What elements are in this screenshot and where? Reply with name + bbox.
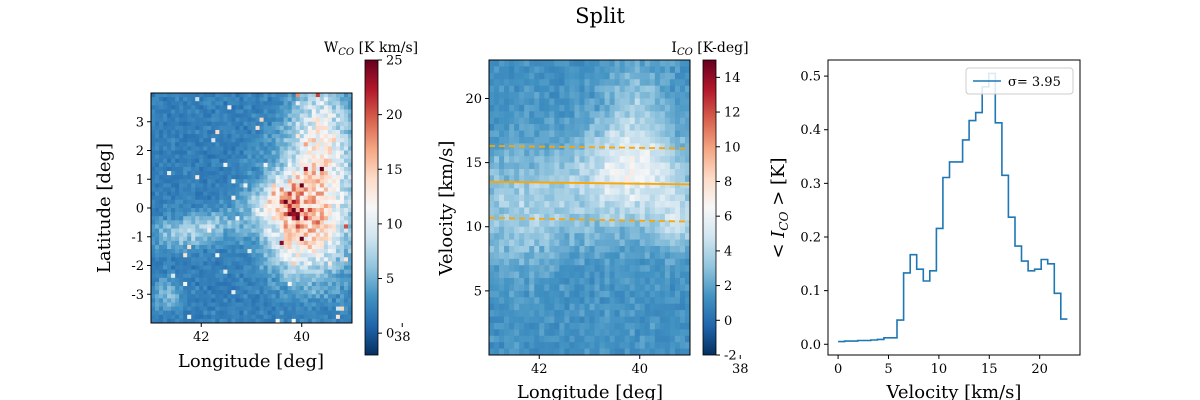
colorbar-ico-tick-label: 8 [724, 175, 732, 190]
spectrum-y-tick-label: 0.4 [800, 123, 821, 138]
lv-x-axis: 42 40 38 [531, 355, 749, 377]
spectrum-x-label: Velocity [km/s] [886, 382, 1022, 400]
lv-y-axis: 5 10 15 20 [465, 92, 489, 299]
spectrum-x-tick-label: 5 [884, 362, 892, 377]
map-y-tick-label: -1 [131, 230, 144, 245]
legend-label: σ= 3.95 [1008, 75, 1061, 90]
colorbar-ico-tick-label: 4 [724, 244, 732, 259]
lv-x-tick-label: 40 [631, 362, 648, 377]
spectrum-line [838, 72, 1068, 343]
colorbar-ico-tick-label: 6 [724, 210, 732, 225]
spectrum-x-tick-label: 0 [834, 362, 842, 377]
lv-y-label: Velocity [km/s] [436, 141, 457, 277]
spectrum-y-tick-label: 0.0 [800, 338, 821, 353]
lv-image [489, 60, 690, 355]
lv-y-tick-label: 20 [465, 92, 482, 107]
colorbar-ico-bar [702, 59, 717, 356]
panel-map: 42 40 38 -3 -2 -1 0 1 2 3 Longitude [deg] Latitu… [94, 92, 411, 372]
figure-title: Split [575, 4, 625, 28]
colorbar-wco-ticks: 0 5 10 15 20 25 [378, 54, 403, 342]
map-y-tick-label: 0 [136, 202, 144, 217]
colorbar-ico-ticks: -2 0 2 4 6 8 10 12 14 [716, 71, 741, 364]
map-image [151, 93, 352, 323]
lv-x-tick-label: 38 [732, 362, 749, 377]
map-y-tick-label: -3 [131, 288, 144, 303]
map-x-axis: 42 40 38 [193, 323, 411, 345]
map-x-tick-label: 38 [394, 330, 411, 345]
colorbar-ico-tick-label: 14 [724, 71, 741, 86]
map-y-label: Latitude [deg] [94, 143, 115, 273]
lv-x-label: Longitude [deg] [517, 382, 663, 400]
map-y-axis: -3 -2 -1 0 1 2 3 [131, 115, 151, 303]
map-y-tick-label: 2 [136, 144, 144, 159]
lv-x-tick-label: 42 [531, 362, 548, 377]
spectrum-x-tick-label: 20 [1031, 362, 1048, 377]
spectrum-y-tick-label: 0.1 [800, 284, 821, 299]
spectrum-y-tick-label: 0.5 [800, 70, 821, 85]
colorbar-ico-tick-label: 0 [724, 314, 732, 329]
map-x-tick-label: 40 [293, 330, 310, 345]
lv-overlay-lines [489, 145, 690, 223]
colorbar-ico-label: ICO [K-deg] [671, 40, 748, 58]
colorbar-wco-tick-label: 5 [386, 272, 394, 287]
velocity-limit-line [489, 216, 690, 223]
map-x-tick-label: 42 [193, 330, 210, 345]
colorbar-ico-tick-label: -2 [724, 349, 737, 364]
colorbar-wco-tick-label: 25 [386, 54, 403, 69]
spectrum-y-axis: 0.0 0.1 0.2 0.3 0.4 0.5 [800, 70, 828, 353]
colorbar-wco-tick-label: 10 [386, 217, 403, 232]
colorbar-ico-tick-label: 10 [724, 140, 741, 155]
map-y-tick-label: 1 [136, 173, 144, 188]
colorbar-wco-tick-label: 20 [386, 108, 403, 123]
legend: σ= 3.95 [965, 67, 1074, 95]
colorbar-wco-tick-label: 0 [386, 327, 394, 342]
colorbar-wco-bar [364, 59, 379, 356]
panel-spectrum: 0 5 10 15 20 0.0 0.1 0.2 0.3 0.4 0.5 Velocity [km… [768, 59, 1081, 400]
spectrum-y-tick-label: 0.3 [800, 177, 821, 192]
lv-y-tick-label: 5 [474, 284, 482, 299]
velocity-center-line [489, 180, 690, 186]
colorbar-ico-tick-label: 12 [724, 106, 741, 121]
colorbar-wco-tick-label: 15 [386, 163, 403, 178]
spectrum-frame [827, 59, 1081, 356]
spectrum-y-label: < ICO > [K] [768, 158, 791, 259]
spectrum-x-tick-label: 15 [981, 362, 998, 377]
velocity-limit-line [489, 145, 690, 150]
legend-box [965, 67, 1074, 95]
spectrum-y-tick-label: 0.2 [800, 231, 821, 246]
map-y-tick-label: 3 [136, 115, 144, 130]
colorbar-ico-tick-label: 2 [724, 279, 732, 294]
map-x-label: Longitude [deg] [178, 351, 324, 372]
lv-y-tick-label: 10 [465, 220, 482, 235]
lv-y-tick-label: 15 [465, 156, 482, 171]
colorbar-wco-label: WCO [K km/s] [324, 40, 418, 58]
lv-frame [488, 59, 691, 356]
spectrum-x-axis: 0 5 10 15 20 [834, 355, 1048, 377]
spectrum-x-tick-label: 10 [931, 362, 948, 377]
map-y-tick-label: -2 [131, 259, 144, 274]
